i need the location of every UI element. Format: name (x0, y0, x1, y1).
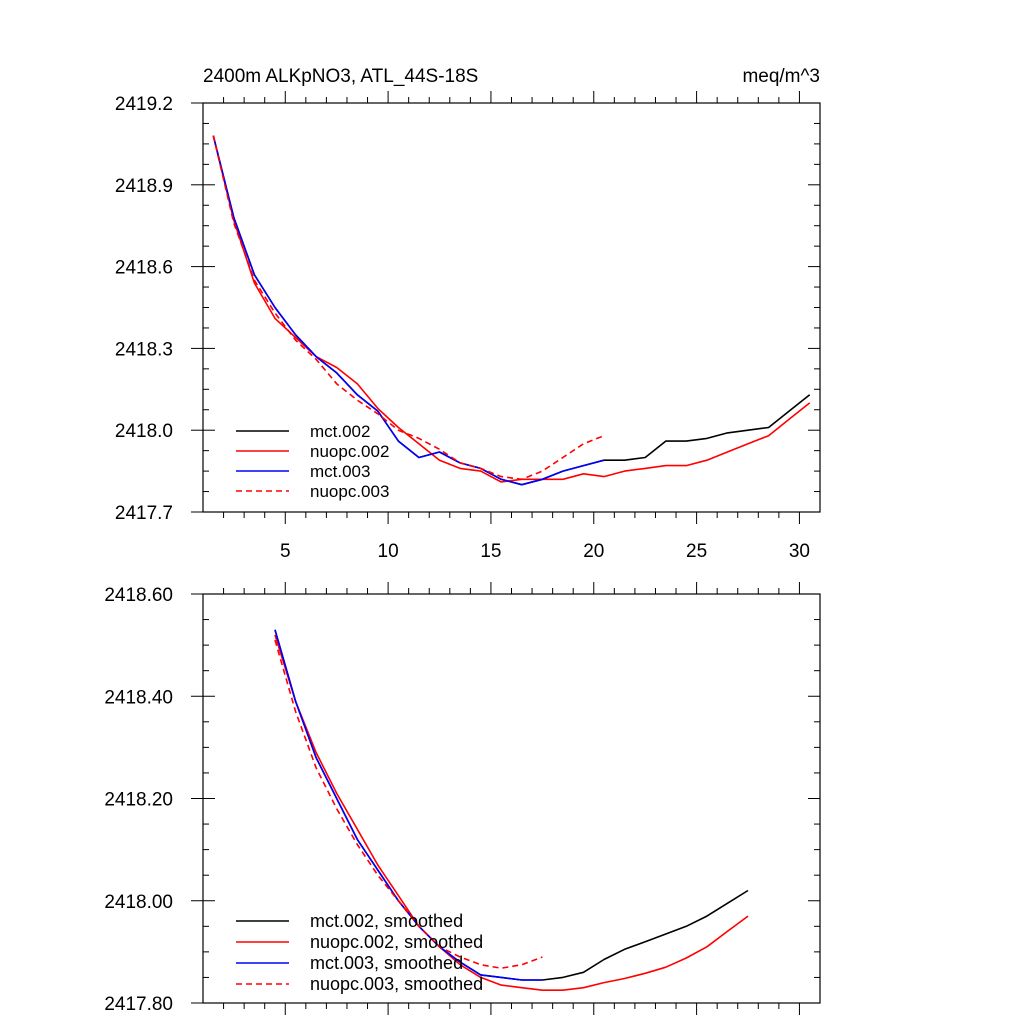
legend-label: mct.002, smoothed (310, 911, 463, 931)
top-title: 2400m ALKpNO3, ATL_44S-18S (203, 66, 478, 87)
y-tick-label: 2418.60 (104, 585, 173, 606)
series-line-mct-003-smoothed (274, 629, 543, 981)
series-line-nuopc-003 (212, 135, 605, 481)
legend-label: nuopc.003 (310, 482, 389, 501)
top-plot-frame (202, 102, 821, 513)
top-units: meq/m^3 (742, 66, 820, 87)
y-tick-label: 2418.40 (104, 687, 173, 708)
legend-label: mct.003 (310, 462, 370, 481)
bottom-plot-frame (202, 593, 821, 1004)
series-line-nuopc-002-smoothed (274, 634, 749, 992)
bottom-panel: 2418.60 2418.40 2418.20 2418.00 2417.80 mct.… (104, 582, 821, 1015)
y-tick-label: 2419.2 (115, 94, 173, 115)
y-tick-label: 2417.7 (115, 503, 173, 524)
legend-label: mct.003, smoothed (310, 953, 463, 973)
legend-label: nuopc.002 (310, 442, 389, 461)
y-tick-label: 2417.80 (104, 994, 173, 1015)
series-line-mct-003 (212, 135, 605, 486)
bottom-series (274, 629, 749, 992)
legend-label: mct.002 (310, 422, 370, 441)
legend-label: nuopc.003, smoothed (310, 974, 483, 994)
y-tick-label: 2418.0 (115, 421, 173, 442)
y-tick-label: 2418.9 (115, 176, 173, 197)
top-series (212, 135, 811, 486)
x-tick-label: 15 (480, 541, 501, 562)
y-tick-label: 2418.00 (104, 892, 173, 913)
y-tick-label: 2418.6 (115, 258, 173, 279)
legend-label: nuopc.002, smoothed (310, 932, 483, 952)
x-tick-label: 5 (280, 541, 291, 562)
series-line-mct-002 (212, 135, 811, 486)
x-tick-label: 20 (583, 541, 604, 562)
series-line-nuopc-003-smoothed (274, 639, 543, 970)
x-tick-label: 25 (686, 541, 707, 562)
series-line-nuopc-002 (212, 135, 811, 483)
bottom-ticks: 2418.60 2418.40 2418.20 2418.00 2417.80 (104, 582, 820, 1015)
y-tick-label: 2418.3 (115, 339, 173, 360)
x-tick-label: 30 (789, 541, 810, 562)
top-ticks: 2419.2 2418.9 2418.6 2418.3 2418.0 2417.7 5 10 1… (115, 91, 820, 562)
y-tick-label: 2418.20 (104, 790, 173, 811)
x-tick-label: 10 (378, 541, 399, 562)
top-panel: 2400m ALKpNO3, ATL_44S-18S meq/m^3 2419.… (115, 66, 821, 562)
